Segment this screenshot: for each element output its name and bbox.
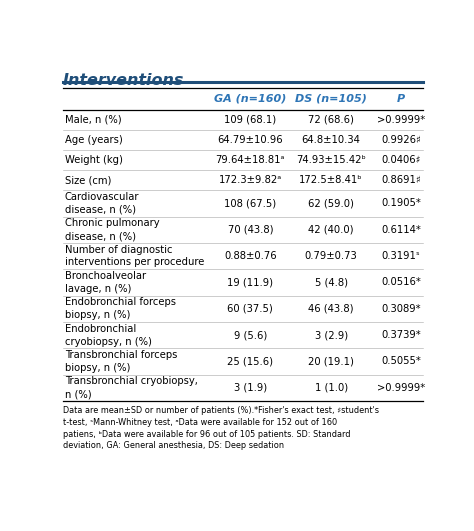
Text: 0.3739*: 0.3739* [381, 330, 421, 340]
Text: Size (cm): Size (cm) [65, 175, 111, 185]
Text: 60 (37.5): 60 (37.5) [228, 304, 273, 314]
Text: 109 (68.1): 109 (68.1) [224, 115, 276, 125]
Text: >0.9999*: >0.9999* [377, 115, 425, 125]
Text: Bronchoalveolar
lavage, n (%): Bronchoalveolar lavage, n (%) [65, 271, 146, 294]
Text: 0.9926♯: 0.9926♯ [381, 135, 421, 145]
Text: Weight (kg): Weight (kg) [65, 155, 123, 165]
Text: P: P [397, 94, 405, 104]
Text: 74.93±15.42ᵇ: 74.93±15.42ᵇ [296, 155, 366, 165]
Text: 0.3191ˢ: 0.3191ˢ [382, 251, 420, 261]
Text: Transbronchial forceps
biopsy, n (%): Transbronchial forceps biopsy, n (%) [65, 350, 177, 373]
Text: Endobronchial forceps
biopsy, n (%): Endobronchial forceps biopsy, n (%) [65, 297, 176, 320]
Text: Chronic pulmonary
disease, n (%): Chronic pulmonary disease, n (%) [65, 218, 159, 241]
Text: 46 (43.8): 46 (43.8) [309, 304, 354, 314]
Text: 70 (43.8): 70 (43.8) [228, 225, 273, 235]
Text: Number of diagnostic
interventions per procedure: Number of diagnostic interventions per p… [65, 245, 204, 268]
Text: 9 (5.6): 9 (5.6) [234, 330, 267, 340]
Text: 172.3±9.82ᵃ: 172.3±9.82ᵃ [219, 175, 282, 185]
Text: 0.6114*: 0.6114* [381, 225, 421, 235]
Text: 62 (59.0): 62 (59.0) [308, 198, 354, 208]
Text: GA (n=160): GA (n=160) [214, 94, 286, 104]
Text: 0.5055*: 0.5055* [381, 356, 421, 366]
Text: 79.64±18.81ᵃ: 79.64±18.81ᵃ [216, 155, 285, 165]
Text: 0.3089*: 0.3089* [381, 304, 421, 314]
Text: Endobronchial
cryobiopsy, n (%): Endobronchial cryobiopsy, n (%) [65, 324, 152, 347]
Text: 25 (15.6): 25 (15.6) [227, 356, 273, 366]
Text: Interventions: Interventions [63, 73, 184, 88]
Text: 5 (4.8): 5 (4.8) [315, 277, 347, 287]
Text: DS (n=105): DS (n=105) [295, 94, 367, 104]
Text: 172.5±8.41ᵇ: 172.5±8.41ᵇ [299, 175, 363, 185]
Text: 42 (40.0): 42 (40.0) [309, 225, 354, 235]
Text: 3 (1.9): 3 (1.9) [234, 383, 267, 393]
Text: 1 (1.0): 1 (1.0) [315, 383, 347, 393]
Text: 0.0406♯: 0.0406♯ [381, 155, 420, 165]
Text: Transbronchial cryobiopsy,
n (%): Transbronchial cryobiopsy, n (%) [65, 376, 198, 399]
Text: 0.88±0.76: 0.88±0.76 [224, 251, 277, 261]
Text: 72 (68.6): 72 (68.6) [308, 115, 354, 125]
Text: 108 (67.5): 108 (67.5) [224, 198, 276, 208]
Text: Cardiovascular
disease, n (%): Cardiovascular disease, n (%) [65, 192, 139, 215]
Text: 64.8±10.34: 64.8±10.34 [301, 135, 361, 145]
Text: Male, n (%): Male, n (%) [65, 115, 121, 125]
Text: 19 (11.9): 19 (11.9) [227, 277, 273, 287]
Text: 0.8691♯: 0.8691♯ [381, 175, 421, 185]
Text: Data are mean±SD or number of patients (%).*Fisher's exact test, ♯student's
t-te: Data are mean±SD or number of patients (… [63, 406, 379, 450]
Text: 0.1905*: 0.1905* [381, 198, 421, 208]
Text: Age (years): Age (years) [65, 135, 122, 145]
Text: 3 (2.9): 3 (2.9) [315, 330, 347, 340]
Text: 0.79±0.73: 0.79±0.73 [305, 251, 357, 261]
Text: 20 (19.1): 20 (19.1) [308, 356, 354, 366]
Text: 64.79±10.96: 64.79±10.96 [218, 135, 283, 145]
Text: >0.9999*: >0.9999* [377, 383, 425, 393]
Text: 0.0516*: 0.0516* [381, 277, 421, 287]
